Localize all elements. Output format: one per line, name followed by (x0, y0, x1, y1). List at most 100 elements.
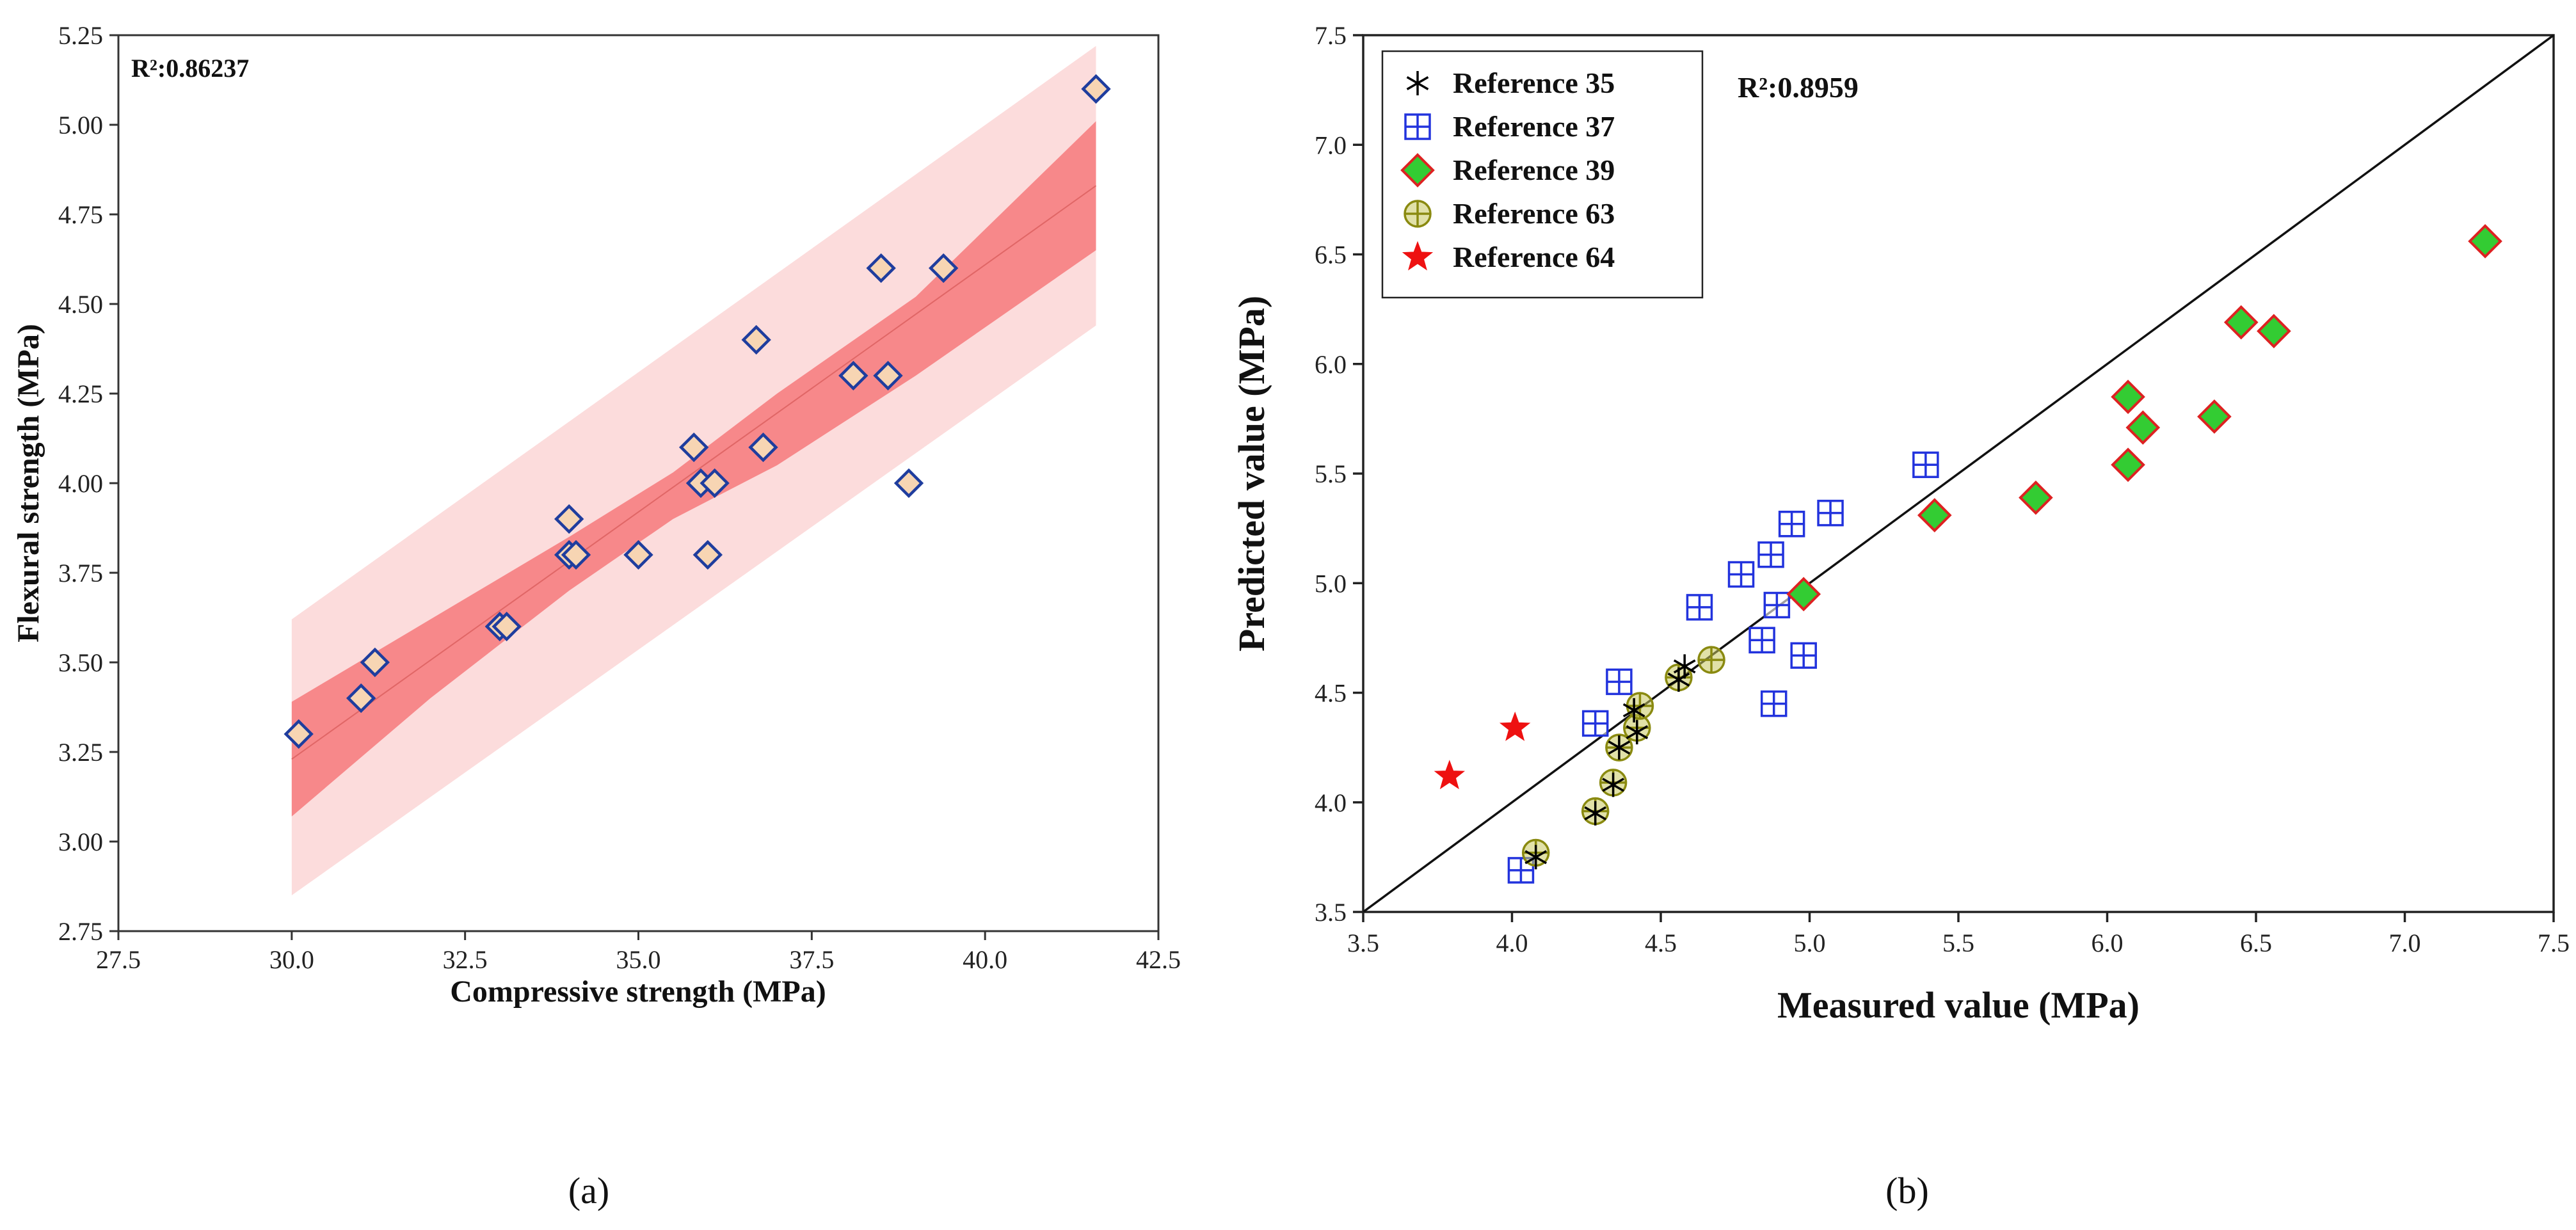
y-tick-label: 4.75 (58, 200, 103, 229)
r-squared-annotation-a: R²:0.86237 (131, 54, 249, 83)
legend-marker (1404, 113, 1431, 140)
fit-line-path (291, 185, 1097, 760)
data-point (1507, 857, 1535, 884)
data-point (492, 611, 522, 642)
data-point (346, 683, 376, 714)
data-point (2223, 305, 2259, 340)
y-tick-label: 7.5 (1315, 21, 1347, 50)
y-tick-label: 4.5 (1315, 679, 1347, 708)
x-tick-label: 4.5 (1645, 929, 1677, 957)
data-point (561, 539, 591, 570)
data-point (700, 468, 730, 499)
y-tick-label: 3.50 (58, 648, 103, 677)
data-point (1727, 561, 1755, 588)
legend: Reference 35 Reference 37 Reference 39 Refe… (1381, 50, 1704, 299)
y-tick-label: 6.0 (1315, 350, 1347, 379)
panel-label-b: (b) (1885, 1170, 1929, 1211)
y-tick-label: 3.75 (58, 559, 103, 587)
data-point (1817, 499, 1844, 527)
x-axis-title-b: Measured value (MPa) (1777, 984, 2140, 1026)
x-axis-ticks-b: 3.5 4.0 4.5 5.0 5.5 6.0 6.5 7.0 7.5 (1347, 912, 2570, 957)
legend-label: Reference 39 (1453, 154, 1615, 186)
y-tick-label: 4.25 (58, 379, 103, 408)
data-point (1697, 646, 1725, 674)
x-tick-label: 30.0 (269, 945, 314, 974)
y-tick-label: 5.0 (1315, 569, 1347, 598)
y-axis-title-b: Predicted value (MPa) (1231, 296, 1272, 651)
legend-label: Reference 35 (1453, 67, 1615, 99)
data-point (554, 504, 584, 534)
data-point (866, 253, 896, 284)
data-point (1434, 760, 1466, 790)
y-tick-label: 4.0 (1315, 788, 1347, 817)
data-point (1912, 451, 1939, 479)
x-tick-label: 6.0 (2092, 929, 2124, 957)
data-point (2111, 379, 2145, 414)
y-tick-label: 4.50 (58, 290, 103, 319)
x-tick-label: 5.5 (1942, 929, 1974, 957)
data-point (2125, 410, 2161, 445)
y-tick-label: 3.25 (58, 738, 103, 767)
data-point (1790, 642, 1817, 669)
r-squared-annotation-b: R²:0.8959 (1738, 71, 1859, 104)
x-tick-label: 4.0 (1496, 929, 1528, 957)
reference-line (1362, 34, 2555, 913)
data-point (1524, 845, 1548, 870)
identity-line (1362, 34, 2555, 913)
data-points (284, 74, 1111, 749)
y-tick-label: 3.00 (58, 827, 103, 856)
data-point (1778, 511, 1805, 538)
x-tick-label: 37.5 (789, 945, 834, 974)
chart-b: 3.5 4.0 4.5 5.0 5.5 6.0 6.5 7.0 7.5 3.5 4.0 4.5 5.0… (1231, 21, 2570, 1211)
data-point (748, 432, 778, 463)
y-tick-label: 5.00 (58, 111, 103, 140)
x-tick-label: 7.5 (2538, 929, 2570, 957)
x-tick-label: 7.0 (2389, 929, 2421, 957)
data-point (2257, 314, 2291, 349)
x-axis-ticks-a: 27.5 30.0 32.5 35.0 37.5 40.0 42.5 (96, 931, 1181, 974)
data-point (838, 360, 868, 391)
y-tick-label: 6.5 (1315, 241, 1347, 269)
y-tick-label: 4.00 (58, 469, 103, 498)
x-tick-label: 3.5 (1347, 929, 1379, 957)
data-point (1584, 801, 1607, 826)
data-point (2019, 480, 2053, 515)
data-point (623, 539, 653, 570)
data-point (741, 324, 771, 355)
legend-marker (1400, 153, 1435, 188)
data-point (2468, 224, 2502, 259)
legend-label: Reference 64 (1453, 241, 1615, 273)
y-tick-label: 2.75 (58, 917, 103, 946)
x-tick-label: 6.5 (2240, 929, 2272, 957)
data-point (1626, 720, 1649, 745)
y-tick-label: 3.5 (1315, 898, 1347, 927)
x-tick-label: 5.0 (1794, 929, 1826, 957)
legend-marker (1402, 241, 1434, 271)
y-axis-title-a: Flexural strength (MPa) (12, 324, 45, 643)
data-point (678, 432, 709, 463)
y-axis-ticks-a: 2.75 3.00 3.25 3.50 3.75 4.00 4.25 4.50 4.75 5.00… (58, 21, 118, 946)
panel-label-a: (a) (568, 1170, 609, 1211)
data-point (360, 647, 390, 678)
data-point (1763, 591, 1791, 619)
data-point (1608, 735, 1631, 760)
data-point (1760, 690, 1788, 717)
data-point (2197, 399, 2232, 434)
confidence-band-area (291, 121, 1096, 817)
data-point (2111, 447, 2145, 483)
legend-label: Reference 63 (1453, 197, 1615, 230)
y-tick-label: 7.0 (1315, 131, 1347, 159)
data-point (928, 253, 959, 284)
data-point (1917, 498, 1952, 532)
legend-label: Reference 37 (1453, 110, 1615, 143)
data-point (873, 360, 903, 391)
confidence-band (291, 121, 1096, 817)
data-point (1499, 711, 1531, 741)
legend-box (1381, 50, 1704, 299)
x-tick-label: 27.5 (96, 945, 141, 974)
x-tick-label: 42.5 (1136, 945, 1181, 974)
chart-a: 27.5 30.0 32.5 35.0 37.5 40.0 42.5 2.75 3.00 3.2… (12, 21, 1181, 1211)
data-point (692, 539, 723, 570)
x-axis-title-a: Compressive strength (MPa) (450, 975, 826, 1009)
